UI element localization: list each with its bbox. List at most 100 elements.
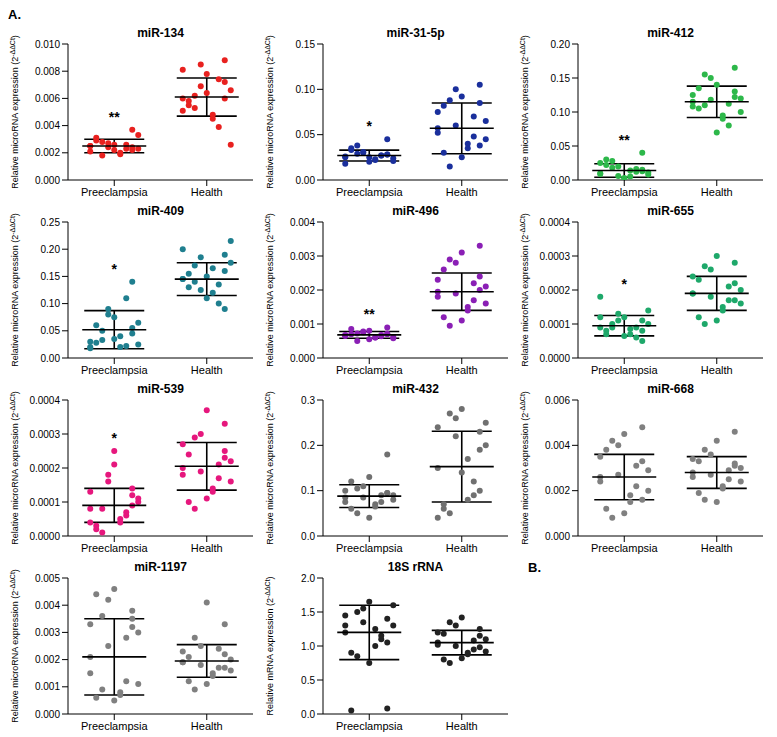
svg-text:0.003: 0.003 <box>35 627 60 638</box>
svg-text:0.0002: 0.0002 <box>29 463 60 474</box>
svg-text:Health: Health <box>701 186 733 198</box>
svg-text:Health: Health <box>446 364 478 376</box>
svg-text:0.002: 0.002 <box>35 147 60 158</box>
svg-text:0.15: 0.15 <box>551 73 571 84</box>
svg-text:0.001: 0.001 <box>35 681 60 692</box>
svg-text:**: ** <box>364 306 375 322</box>
svg-text:0.0000: 0.0000 <box>539 353 570 364</box>
svg-text:Health: Health <box>701 364 733 376</box>
svg-text:0.0002: 0.0002 <box>539 285 570 296</box>
svg-text:*: * <box>112 261 118 277</box>
svg-text:*: * <box>367 118 373 134</box>
svg-text:Preeclampsia: Preeclampsia <box>591 186 659 198</box>
svg-text:Preeclampsia: Preeclampsia <box>336 720 404 732</box>
svg-text:0.20: 0.20 <box>551 39 571 50</box>
svg-text:0.005: 0.005 <box>35 573 60 584</box>
svg-text:0.000: 0.000 <box>35 175 60 186</box>
svg-text:0.3: 0.3 <box>301 395 315 406</box>
svg-text:0.25: 0.25 <box>41 217 61 228</box>
svg-text:0.0004: 0.0004 <box>539 217 570 228</box>
svg-text:0.004: 0.004 <box>35 120 60 131</box>
svg-text:Relative microRNA expression (: Relative microRNA expression (2-ΔΔCt) <box>519 35 531 189</box>
svg-text:0.001: 0.001 <box>290 319 315 330</box>
svg-text:Preeclampsia: Preeclampsia <box>336 542 404 554</box>
svg-text:**: ** <box>619 132 630 148</box>
svg-text:0.004: 0.004 <box>35 600 60 611</box>
svg-text:0.2: 0.2 <box>301 440 315 451</box>
svg-text:0.05: 0.05 <box>296 129 316 140</box>
svg-text:0.15: 0.15 <box>296 39 316 50</box>
svg-text:Preeclampsia: Preeclampsia <box>81 720 149 732</box>
svg-text:0.10: 0.10 <box>296 84 316 95</box>
html-text:miR-496: miR-496 <box>392 204 439 218</box>
svg-text:0.05: 0.05 <box>41 325 61 336</box>
svg-text:0.5: 0.5 <box>301 675 315 686</box>
svg-text:0.004: 0.004 <box>545 440 570 451</box>
svg-text:Relative microRNA expression (: Relative microRNA expression (2-ΔΔCt) <box>9 35 21 189</box>
svg-text:0.003: 0.003 <box>290 251 315 262</box>
svg-text:0.010: 0.010 <box>35 39 60 50</box>
svg-text:0.000: 0.000 <box>35 709 60 720</box>
svg-text:Relative microRNA expression (: Relative microRNA expression (2-ΔΔCt) <box>264 35 276 189</box>
svg-text:Relative microRNA expression (: Relative microRNA expression (2-ΔΔCt) <box>519 213 531 367</box>
svg-text:2.0: 2.0 <box>301 573 315 584</box>
svg-text:0.10: 0.10 <box>551 107 571 118</box>
svg-text:Preeclampsia: Preeclampsia <box>336 186 404 198</box>
svg-text:*: * <box>622 276 628 292</box>
svg-text:Health: Health <box>446 186 478 198</box>
svg-text:0.006: 0.006 <box>35 93 60 104</box>
svg-text:0.00: 0.00 <box>551 175 571 186</box>
svg-text:Relative microRNA expression (: Relative microRNA expression (2-ΔΔCt) <box>9 213 21 367</box>
svg-text:Health: Health <box>446 720 478 732</box>
svg-text:Preeclampsia: Preeclampsia <box>591 542 659 554</box>
svg-text:Health: Health <box>191 720 223 732</box>
svg-text:0.006: 0.006 <box>545 395 570 406</box>
svg-text:Health: Health <box>191 186 223 198</box>
svg-text:0.0: 0.0 <box>301 531 315 542</box>
svg-text:Health: Health <box>446 542 478 554</box>
svg-text:Preeclampsia: Preeclampsia <box>81 542 149 554</box>
svg-text:Relative microRNA expression (: Relative microRNA expression (2-ΔΔCt) <box>264 213 276 367</box>
html-text:miR-31-5p: miR-31-5p <box>386 26 445 40</box>
svg-text:0.000: 0.000 <box>545 531 570 542</box>
svg-text:0.00: 0.00 <box>296 175 316 186</box>
svg-text:*: * <box>112 430 118 446</box>
svg-text:0.0003: 0.0003 <box>539 251 570 262</box>
svg-text:Relative microRNA expression (: Relative microRNA expression (2-ΔΔCt) <box>9 569 21 723</box>
svg-text:Relative microRNA expression (: Relative microRNA expression (2-ΔΔCt) <box>519 391 531 545</box>
html-text:miR-409: miR-409 <box>137 204 184 218</box>
svg-text:Relative mRNA expression (2-ΔΔ: Relative mRNA expression (2-ΔΔCt) <box>264 576 276 715</box>
svg-text:**: ** <box>109 109 120 125</box>
svg-text:0.20: 0.20 <box>41 244 61 255</box>
svg-text:0.002: 0.002 <box>290 285 315 296</box>
svg-text:0.00: 0.00 <box>41 353 61 364</box>
svg-text:Preeclampsia: Preeclampsia <box>591 364 659 376</box>
svg-text:0.0001: 0.0001 <box>29 497 60 508</box>
svg-text:Preeclampsia: Preeclampsia <box>336 364 404 376</box>
svg-text:1.0: 1.0 <box>301 641 315 652</box>
svg-text:Preeclampsia: Preeclampsia <box>81 364 149 376</box>
svg-text:Health: Health <box>701 542 733 554</box>
svg-text:0.10: 0.10 <box>41 298 61 309</box>
svg-text:0.0000: 0.0000 <box>29 531 60 542</box>
svg-text:0.15: 0.15 <box>41 271 61 282</box>
svg-text:0.002: 0.002 <box>545 485 570 496</box>
svg-text:0.000: 0.000 <box>290 353 315 364</box>
svg-text:1.5: 1.5 <box>301 607 315 618</box>
svg-text:0.0003: 0.0003 <box>29 429 60 440</box>
svg-text:0.0: 0.0 <box>301 709 315 720</box>
svg-text:0.002: 0.002 <box>35 654 60 665</box>
svg-text:0.0004: 0.0004 <box>29 395 60 406</box>
svg-text:Health: Health <box>191 542 223 554</box>
svg-text:Preeclampsia: Preeclampsia <box>81 186 149 198</box>
svg-text:0.004: 0.004 <box>290 217 315 228</box>
svg-text:0.05: 0.05 <box>551 141 571 152</box>
svg-text:Health: Health <box>191 364 223 376</box>
svg-text:0.0001: 0.0001 <box>539 319 570 330</box>
svg-text:Relative microRNA expression (: Relative microRNA expression (2-ΔΔCt) <box>9 391 21 545</box>
svg-text:0.008: 0.008 <box>35 66 60 77</box>
svg-text:0.1: 0.1 <box>301 485 315 496</box>
html-text:miR-412: miR-412 <box>647 26 694 40</box>
svg-text:Relative microRNA expression (: Relative microRNA expression (2-ΔΔCt) <box>264 391 276 545</box>
html-text:miR-134: miR-134 <box>137 26 184 40</box>
